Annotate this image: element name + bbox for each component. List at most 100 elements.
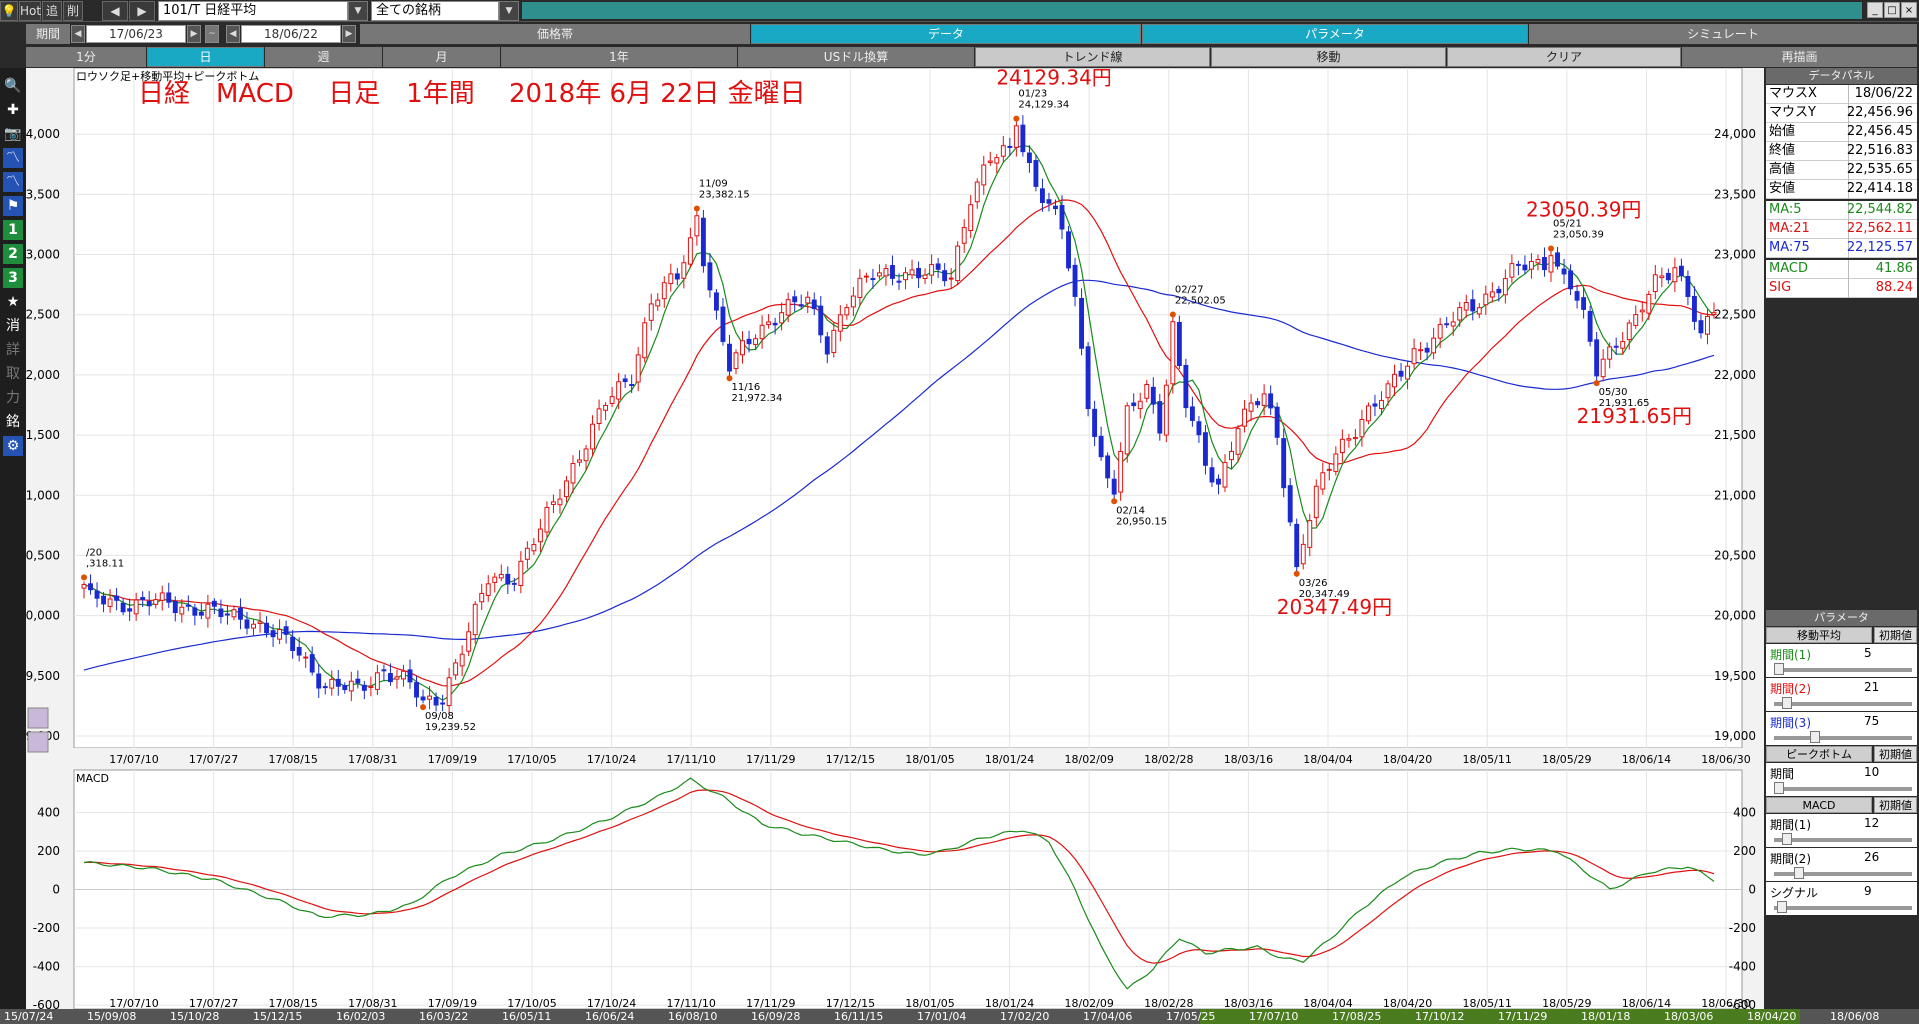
timeline-date[interactable]: 16/08/10: [668, 1010, 718, 1023]
delete-button[interactable]: 削: [63, 1, 83, 21]
param-value-field[interactable]: 10: [1864, 765, 1880, 779]
param-slider[interactable]: [1774, 663, 1912, 675]
timeline-date[interactable]: 15/10/28: [170, 1010, 220, 1023]
timeline-date[interactable]: 17/07/10: [1249, 1010, 1299, 1023]
mini-line-icon[interactable]: [27, 731, 49, 753]
mini-candle-icon[interactable]: [27, 707, 49, 729]
tab-1min[interactable]: 1分: [26, 47, 146, 67]
timeline-date[interactable]: 17/08/25: [1332, 1010, 1382, 1023]
param-reset-button[interactable]: 初期値: [1874, 627, 1917, 643]
param-reset-button[interactable]: 初期値: [1874, 746, 1917, 762]
erase-icon[interactable]: 消: [6, 318, 20, 334]
symbol-select[interactable]: 101/T 日経平均: [158, 1, 348, 21]
param-slider[interactable]: [1774, 782, 1912, 794]
stock-icon[interactable]: 銘: [6, 414, 20, 430]
timeline-date[interactable]: 16/02/03: [336, 1010, 386, 1023]
magnifier-icon[interactable]: 🔍: [4, 78, 22, 94]
timeline-selected-range[interactable]: [1200, 1009, 1800, 1024]
timeline-date[interactable]: 18/06/08: [1830, 1010, 1880, 1023]
bulb-icon[interactable]: 💡: [0, 1, 18, 21]
param-slider[interactable]: [1774, 867, 1912, 879]
close-icon[interactable]: ×: [1901, 2, 1917, 18]
star-icon[interactable]: ★: [6, 294, 20, 310]
tab-usd-convert[interactable]: USドル換算: [738, 47, 974, 67]
gear-icon[interactable]: ⚙: [3, 436, 23, 456]
flag-icon[interactable]: ⚑: [3, 196, 23, 216]
tab-simulate[interactable]: シミュレート: [1529, 24, 1917, 44]
start-next-icon[interactable]: ▶: [187, 25, 201, 43]
timeline-date[interactable]: 17/05/25: [1166, 1010, 1216, 1023]
line-chart-icon[interactable]: 〽: [3, 148, 23, 168]
timeline-date[interactable]: 16/09/28: [751, 1010, 801, 1023]
tab-month[interactable]: 月: [383, 47, 500, 67]
param-slider-knob[interactable]: [1794, 867, 1805, 879]
param-slider-knob[interactable]: [1774, 782, 1784, 794]
param-slider-knob[interactable]: [1774, 663, 1784, 675]
param-value-field[interactable]: 5: [1864, 646, 1872, 660]
prev-symbol-button[interactable]: ◀: [102, 1, 128, 21]
timeline-date[interactable]: 15/07/24: [4, 1010, 54, 1023]
tab-move[interactable]: 移動: [1211, 47, 1446, 67]
param-reset-button[interactable]: 初期値: [1874, 797, 1917, 813]
timeline-date[interactable]: 16/06/24: [585, 1010, 635, 1023]
hot-button[interactable]: Hot: [19, 1, 41, 21]
timeline-date[interactable]: 15/09/08: [87, 1010, 137, 1023]
start-date-field[interactable]: 17/06/23: [86, 25, 186, 43]
param-slider-knob[interactable]: [1781, 833, 1792, 845]
param-slider[interactable]: [1774, 833, 1912, 845]
end-prev-icon[interactable]: ◀: [226, 25, 240, 43]
number-2-icon[interactable]: 2: [3, 244, 23, 264]
timeline-date[interactable]: 17/01/04: [917, 1010, 967, 1023]
tab-data[interactable]: データ: [751, 24, 1141, 44]
timeline-date[interactable]: 16/05/11: [502, 1010, 552, 1023]
timeline-date[interactable]: 16/11/15: [834, 1010, 884, 1023]
maximize-icon[interactable]: □: [1884, 2, 1900, 18]
timeline-date[interactable]: 18/01/18: [1581, 1010, 1631, 1023]
timeline-date[interactable]: 16/03/22: [419, 1010, 469, 1023]
param-slider[interactable]: [1774, 697, 1912, 709]
number-1-icon[interactable]: 1: [3, 220, 23, 240]
minimize-icon[interactable]: _: [1867, 2, 1883, 18]
tab-day[interactable]: 日: [147, 47, 264, 67]
end-next-icon[interactable]: ▶: [342, 25, 356, 43]
timeline-bar[interactable]: 15/07/24 15/09/08 15/10/28 15/12/15 16/02/03…: [0, 1009, 1919, 1024]
tab-week[interactable]: 週: [265, 47, 382, 67]
param-value-field[interactable]: 12: [1864, 816, 1880, 830]
param-value-field[interactable]: 75: [1864, 714, 1880, 728]
symbol-dropdown-icon[interactable]: ▼: [348, 1, 368, 21]
timeline-date[interactable]: 18/03/06: [1664, 1010, 1714, 1023]
note-icon[interactable]: 詳: [6, 342, 20, 358]
start-prev-icon[interactable]: ◀: [71, 25, 85, 43]
camera-icon[interactable]: 📷: [4, 126, 22, 142]
param-value-field[interactable]: 21: [1864, 680, 1880, 694]
param-slider-knob[interactable]: [1809, 731, 1820, 743]
timeline-date[interactable]: 17/02/20: [1000, 1010, 1050, 1023]
param-value-field[interactable]: 26: [1864, 850, 1880, 864]
tab-clear[interactable]: クリア: [1447, 47, 1681, 67]
tab-parameter[interactable]: パラメータ: [1142, 24, 1528, 44]
end-date-field[interactable]: 18/06/22: [241, 25, 341, 43]
param-slider[interactable]: [1774, 731, 1912, 743]
line-chart-2-icon[interactable]: 〽: [3, 172, 23, 192]
tab-redraw[interactable]: 再描画: [1682, 47, 1917, 67]
next-symbol-button[interactable]: ▶: [129, 1, 155, 21]
param-slider[interactable]: [1774, 901, 1912, 913]
tab-trend-line[interactable]: トレンド線: [975, 47, 1210, 67]
param-slider-knob[interactable]: [1776, 901, 1787, 913]
number-3-icon[interactable]: 3: [3, 268, 23, 288]
trade-icon[interactable]: 取: [6, 366, 20, 382]
tab-1year[interactable]: 1年: [501, 47, 737, 67]
power-icon[interactable]: 力: [6, 390, 20, 406]
timeline-date[interactable]: 18/04/20: [1747, 1010, 1797, 1023]
add-button[interactable]: 追: [42, 1, 62, 21]
timeline-date[interactable]: 17/10/12: [1415, 1010, 1465, 1023]
param-slider-knob[interactable]: [1781, 697, 1792, 709]
crosshair-icon[interactable]: ✚: [7, 102, 19, 118]
universe-dropdown-icon[interactable]: ▼: [499, 1, 519, 21]
timeline-date[interactable]: 17/04/06: [1083, 1010, 1133, 1023]
tab-price-band[interactable]: 価格帯: [360, 24, 750, 44]
param-value-field[interactable]: 9: [1864, 884, 1872, 898]
universe-select[interactable]: 全ての銘柄: [371, 1, 499, 21]
timeline-date[interactable]: 17/11/29: [1498, 1010, 1548, 1023]
